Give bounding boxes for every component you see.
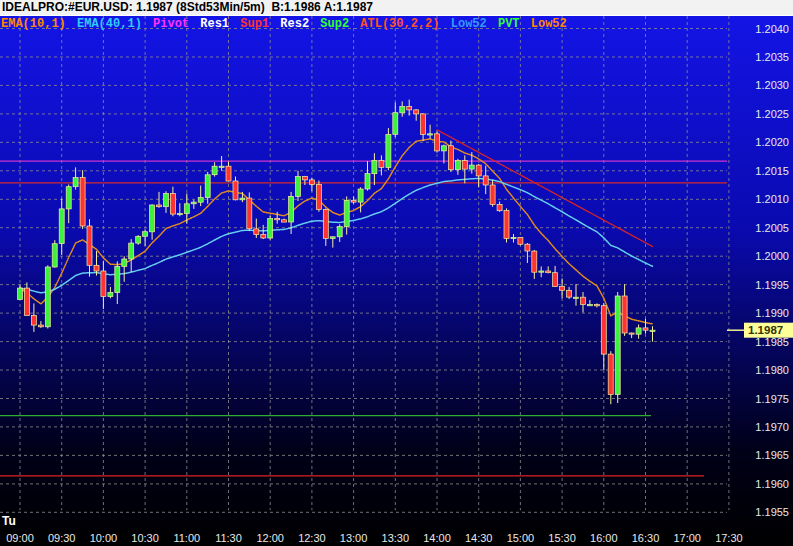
svg-text:1.1987: 1.1987 — [748, 324, 783, 336]
